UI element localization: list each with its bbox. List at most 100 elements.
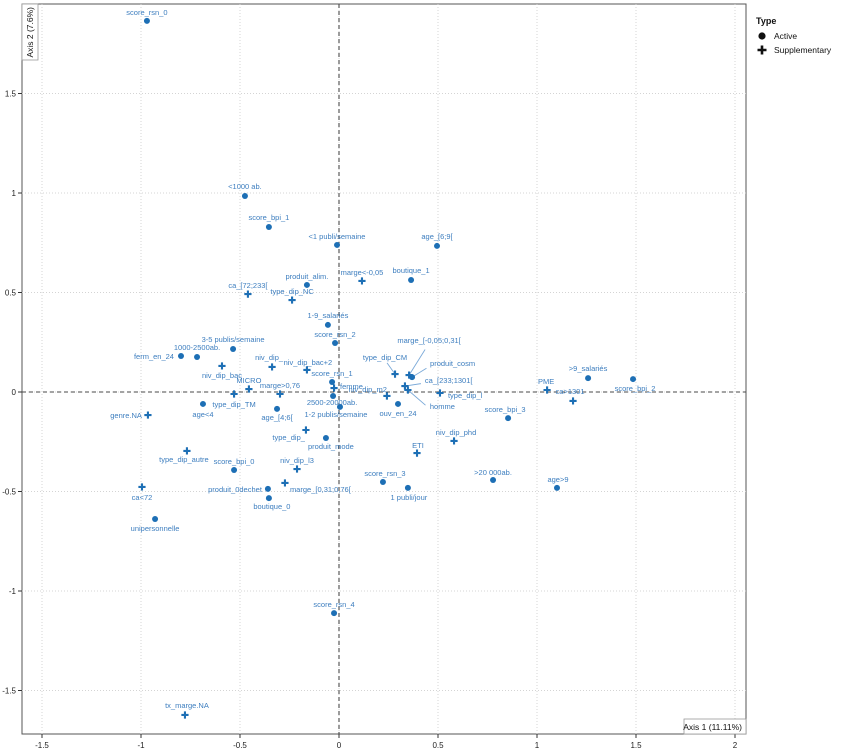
- point-pme: [543, 386, 551, 394]
- legend-label-supplementary: Supplementary: [774, 45, 832, 55]
- point-score-rsn-4: [331, 610, 338, 617]
- point-micro: [245, 385, 253, 393]
- point-label-score-bpi-1: score_bpi_1: [248, 213, 289, 222]
- x-tick-label: 0: [337, 741, 342, 750]
- y-tick-label: 1: [12, 189, 17, 198]
- point-label-marge-0-05: marge<-0,05: [341, 268, 384, 277]
- point-ouv-en-24: [395, 400, 402, 407]
- point-1000-2500ab: [194, 353, 201, 360]
- point-score-rsn-3: [379, 478, 386, 485]
- point-produit-alim: [303, 281, 310, 288]
- point-label-unipersonnelle: unipersonnelle: [131, 524, 180, 533]
- point-label-type-dip: type_dip_: [272, 433, 305, 442]
- active-circle-icon: [758, 32, 766, 40]
- y-axis-title-box: [21, 3, 39, 61]
- point-type-dip: [302, 426, 310, 434]
- point-label-age-4: age<4: [192, 410, 213, 419]
- point-marge-0-05: [358, 277, 366, 285]
- point-niv-dip-bac-2: [303, 366, 311, 374]
- point-2500-20000ab: [330, 392, 337, 399]
- point-genre-na: [144, 411, 152, 419]
- point-label-age-9: age>9: [547, 475, 568, 484]
- y-axis-title: Axis 2 (7.6%): [25, 7, 35, 58]
- point-label-marge-0-05-0-31: marge_[-0,05;0,31[: [397, 336, 461, 345]
- point-label-score-rsn-4: score_rsn_4: [313, 600, 354, 609]
- plot-panel: [21, 3, 747, 735]
- point-label-type-dip-cm: type_dip_CM: [363, 353, 407, 362]
- point-ferm-en-24: [177, 352, 184, 359]
- point-label-1-publi-jour: 1 publi/jour: [391, 493, 428, 502]
- point-marge-0-76: [276, 390, 284, 398]
- x-axis-title: Axis 1 (11.11%): [683, 722, 742, 732]
- point-label-niv-dip: niv_dip_: [255, 353, 284, 362]
- point-ca-1301: [569, 397, 577, 405]
- point-1-publi-jour: [404, 484, 411, 491]
- point-label-2500-20000ab: 2500-20000ab.: [307, 398, 357, 407]
- point-label-produit-cosm: produit_cosm: [430, 359, 475, 368]
- point-label-homme: homme: [430, 402, 455, 411]
- point-label-micro: MICRO: [236, 376, 261, 385]
- point-label-marge-0-31-0-76: marge_[0,31;0,76[: [290, 485, 352, 494]
- point-label-ouv-en-24: ouv_en_24: [379, 409, 416, 418]
- y-tick-label: -0.5: [2, 488, 16, 497]
- point-label-type-dip-autre: type_dip_autre: [159, 455, 209, 464]
- point-label-type-dip-l: type_dip_l: [448, 391, 483, 400]
- point-type-dip-nc: [288, 296, 296, 304]
- point-label-score-bpi-2: score_bpi_2: [615, 384, 656, 393]
- point-score-bpi-0: [231, 467, 238, 474]
- point-label-1-2-publis-semaine: 1-2 publis/semaine: [305, 410, 368, 419]
- point-label-niv-dip-bac-2: niv_dip_bac+2: [284, 358, 333, 367]
- point-label-tx-marge-na: tx_marge.NA: [165, 701, 209, 710]
- point-boutique-1: [408, 276, 415, 283]
- point-age-4-6: [274, 405, 281, 412]
- point-label-boutique-1: boutique_1: [393, 266, 430, 275]
- point-label-3-5-publis-semaine: 3-5 publis/semaine: [202, 335, 265, 344]
- point-label-score-rsn-2: score_rsn_2: [314, 330, 355, 339]
- point-9-salari-s: [585, 375, 592, 382]
- point-unipersonnelle: [152, 515, 159, 522]
- point-label-niv-dip-m2: niv_dip_m2: [349, 385, 387, 394]
- point-label-9-salari-s: >9_salariés: [569, 364, 608, 373]
- x-axis-title-box: [683, 718, 747, 735]
- point-niv-dip: [268, 363, 276, 371]
- point-label-niv-dip-phd: niv_dip_phd: [436, 428, 476, 437]
- plot-generated-layer: -1.5 -1 -0.5 0 0.5 1 1.5 2 1.5 1 0.5 0 -0.5 -1 -1.5 sco…: [2, 3, 747, 750]
- point-label-ca-72-233: ca_[72;233[: [228, 281, 268, 290]
- y-tick-label: 1.5: [5, 90, 17, 99]
- point-produit-mode: [322, 434, 329, 441]
- legend: Type Active Supplementary: [756, 16, 831, 58]
- point-eti: [413, 449, 421, 457]
- point-label-ca-233-1301: ca_[233;1301[: [425, 376, 473, 385]
- x-tick-label: -0.5: [233, 741, 247, 750]
- point-boutique-0: [265, 495, 272, 502]
- callout-line-homme: [407, 389, 426, 406]
- point-20-000ab: [490, 476, 497, 483]
- point-label-boutique-0: boutique_0: [253, 502, 290, 511]
- point-label-score-rsn-0: score_rsn_0: [126, 8, 167, 17]
- point-label-1-9-salari-s: 1-9_salariés: [307, 311, 348, 320]
- y-tick-label: 0.5: [5, 289, 17, 298]
- point-type-dip-l: [436, 389, 444, 397]
- point-ca-72-233: [244, 290, 252, 298]
- point-label-score-rsn-3: score_rsn_3: [364, 469, 405, 478]
- point-marge-0-31-0-76: [281, 479, 289, 487]
- point-score-rsn-0: [143, 17, 150, 24]
- point-score-bpi-2: [630, 376, 637, 383]
- point-label-20-000ab: >20 000ab.: [474, 468, 512, 477]
- point-label-type-dip-tm: type_dip_TM: [212, 400, 255, 409]
- legend-title: Type: [756, 16, 777, 26]
- point-type-dip-cm: [391, 370, 399, 378]
- point-score-rsn-2: [332, 340, 339, 347]
- point-label-1-publi-semaine: <1 publi/semaine: [309, 232, 366, 241]
- point-niv-dip-phd: [450, 437, 458, 445]
- x-tick-label: 1.5: [630, 741, 642, 750]
- point-score-bpi-3: [505, 415, 512, 422]
- point-label-produit-alim: produit_alim.: [285, 272, 328, 281]
- point-tx-marge-na: [181, 711, 189, 719]
- point-label-ca-72: ca<72: [132, 493, 153, 502]
- point-score-bpi-1: [265, 224, 272, 231]
- legend-label-active: Active: [774, 31, 798, 41]
- point-label-niv-dip-l3: niv_dip_l3: [280, 456, 314, 465]
